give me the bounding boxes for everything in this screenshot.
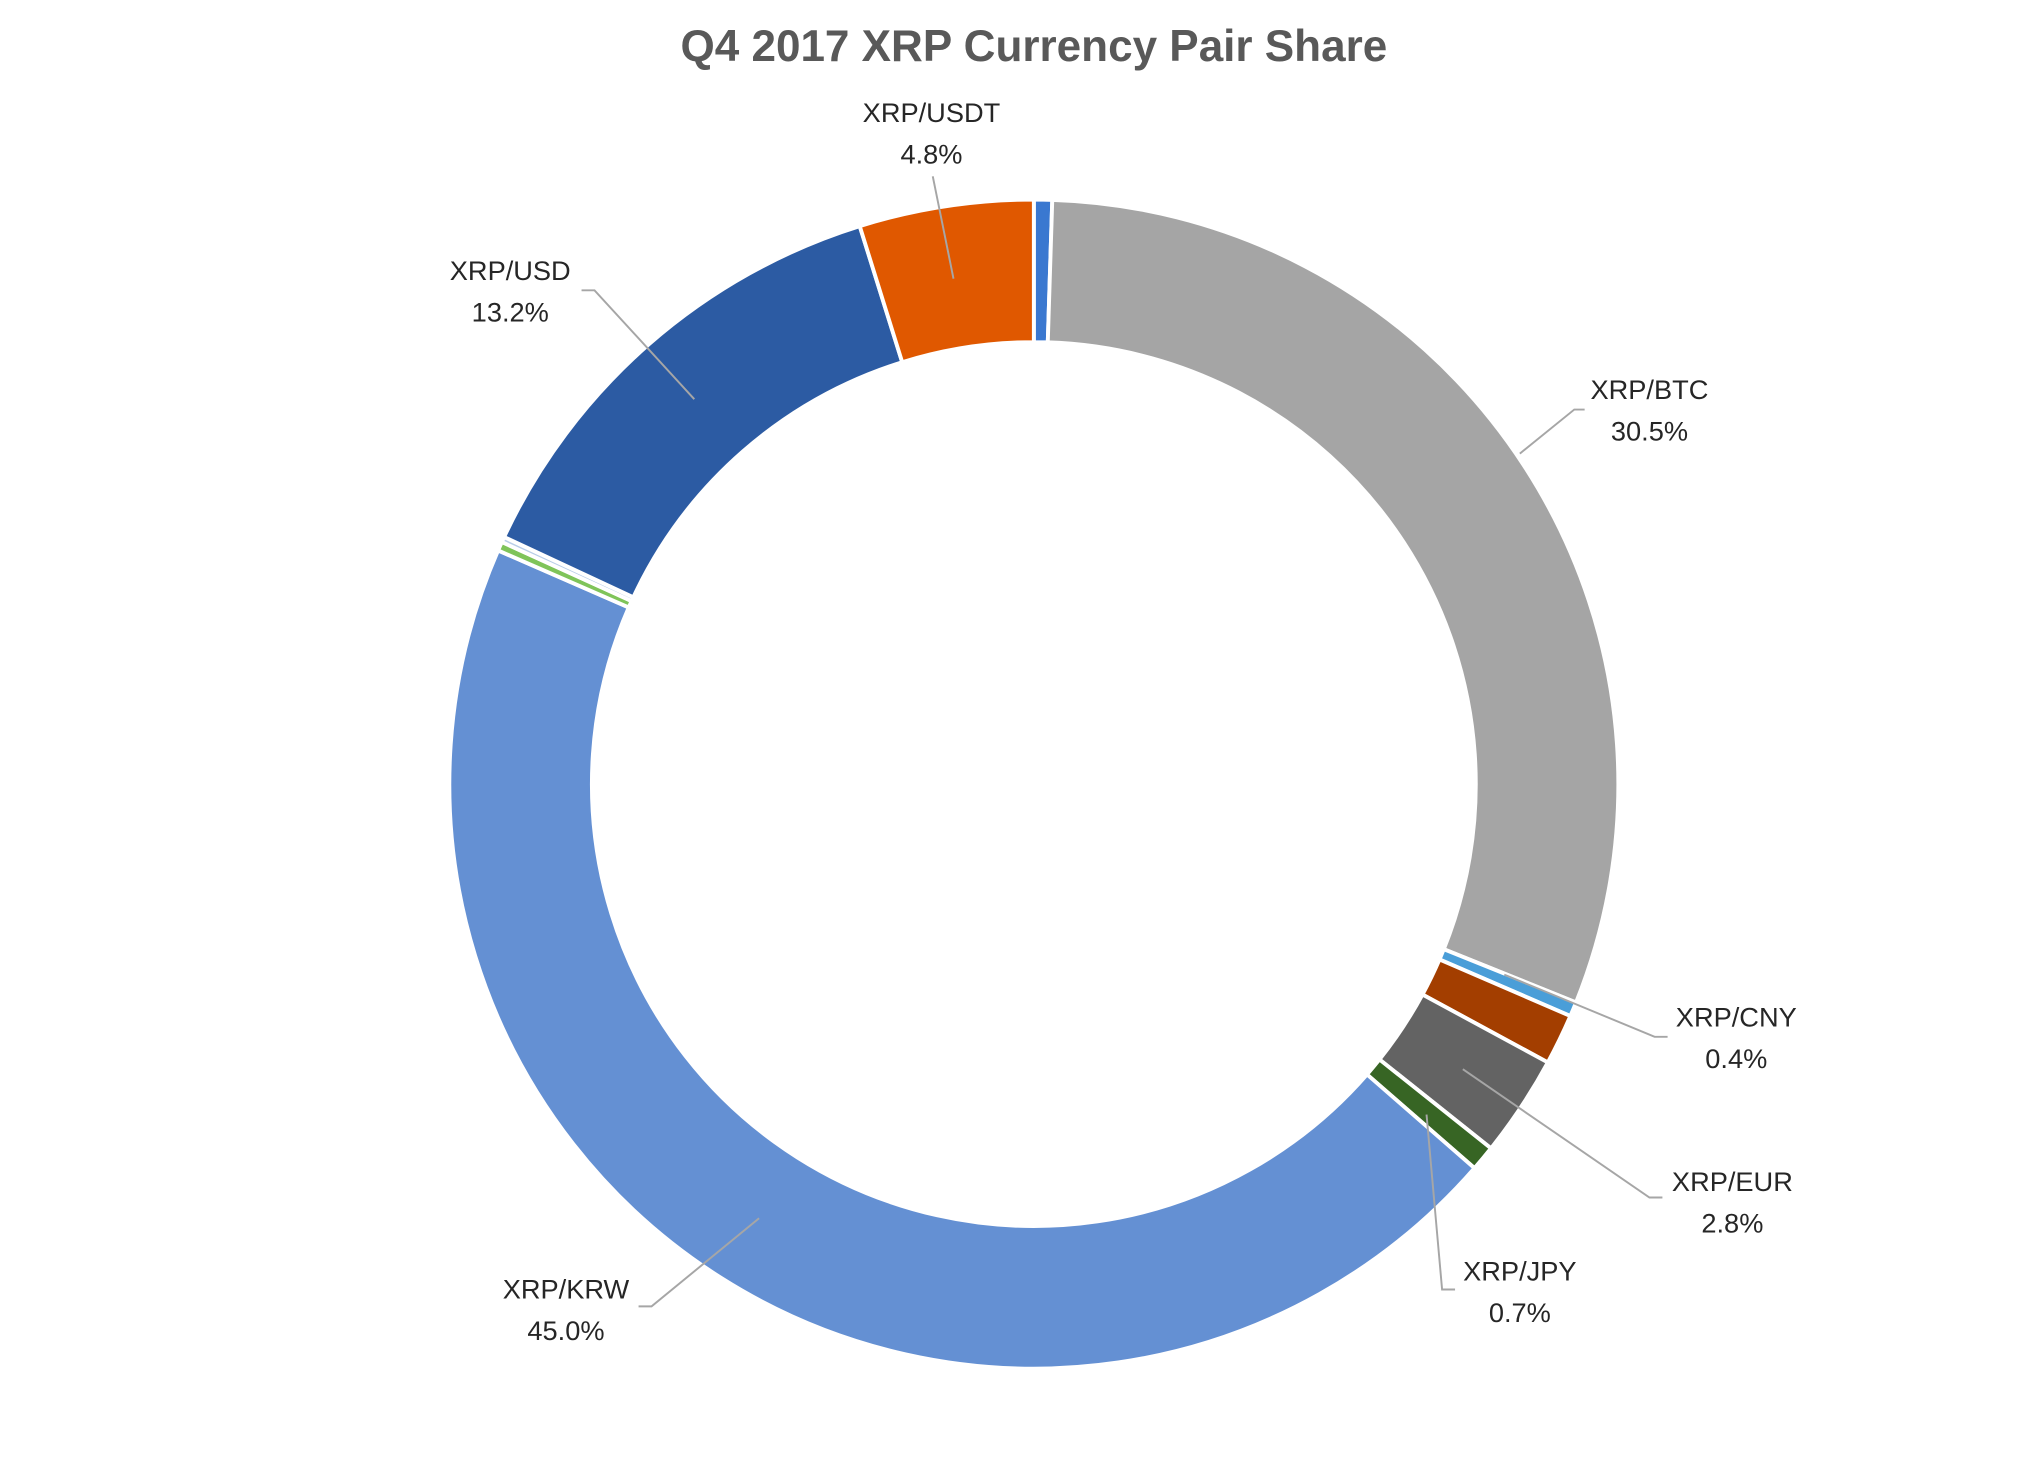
data-label-value: 0.7%: [1489, 1297, 1551, 1328]
data-label-name: XRP/USD: [450, 255, 571, 286]
chart-title: Q4 2017 XRP Currency Pair Share: [680, 22, 1387, 71]
data-label-value: 45.0%: [527, 1315, 604, 1346]
leader-line: [638, 1217, 760, 1308]
data-label: XRP/KRW 45.0%: [503, 1274, 630, 1346]
leader-line: [581, 289, 696, 400]
data-label-value: 4.8%: [900, 138, 962, 169]
data-label-name: XRP/JPY: [1463, 1255, 1576, 1286]
leader-line: [1519, 408, 1585, 455]
data-label: XRP/USD 13.2%: [450, 255, 571, 327]
data-label-name: XRP/CNY: [1676, 1001, 1797, 1032]
leader-line: [1462, 1068, 1663, 1199]
data-label: XRP/EUR 2.8%: [1672, 1166, 1793, 1238]
data-label-name: XRP/KRW: [503, 1274, 630, 1305]
data-label-value: 0.4%: [1705, 1043, 1767, 1074]
slice-xrp-usdt: [857, 197, 1036, 365]
data-label: XRP/JPY 0.7%: [1463, 1255, 1576, 1327]
leader-line: [1425, 1114, 1456, 1291]
leader-line: [1503, 973, 1668, 1038]
data-label-value: 2.8%: [1701, 1207, 1763, 1238]
data-label-value: 30.5%: [1611, 416, 1688, 447]
data-label-value: 13.2%: [472, 296, 549, 327]
data-label-name: XRP/EUR: [1672, 1166, 1793, 1197]
data-label-name: XRP/BTC: [1590, 374, 1708, 405]
data-label: XRP/CNY 0.4%: [1676, 1001, 1797, 1073]
data-label: XRP/BTC 30.5%: [1590, 374, 1708, 446]
data-label-name: XRP/USDT: [863, 97, 1001, 128]
slice-xrp-btc: [1045, 197, 1621, 1005]
data-label: XRP/USDT 4.8%: [863, 97, 1001, 169]
slice-xrp-krw: [447, 547, 1478, 1371]
leader-line: [931, 176, 955, 279]
